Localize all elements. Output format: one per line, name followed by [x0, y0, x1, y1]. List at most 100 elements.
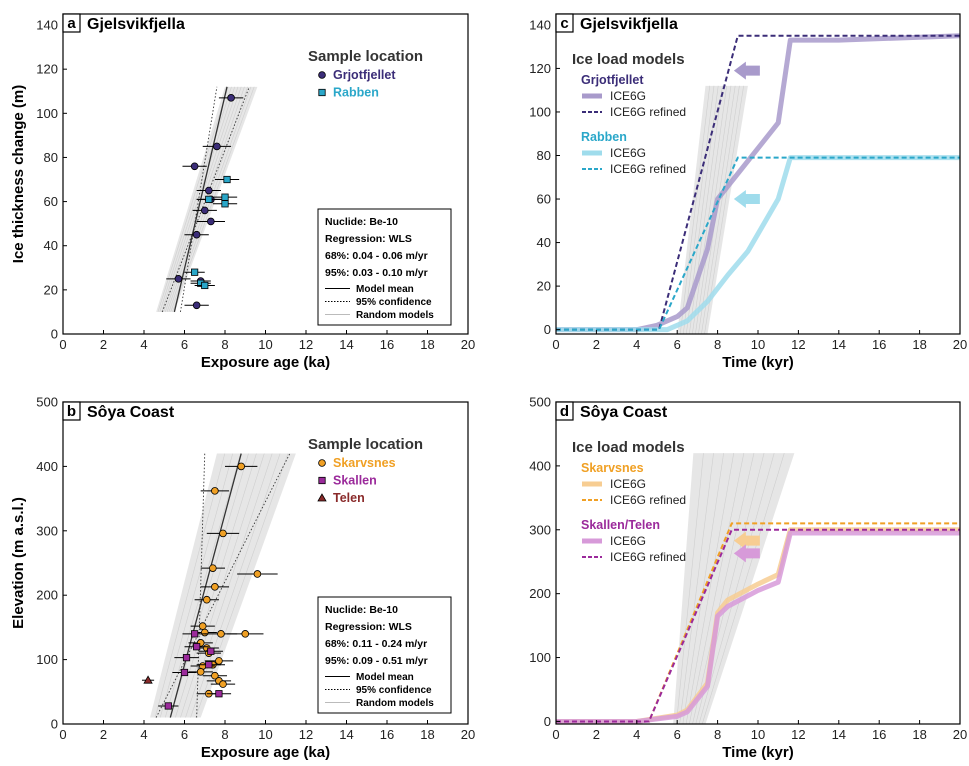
- panel-letter-box: [555, 13, 574, 33]
- y-tick-label: 100: [36, 652, 58, 667]
- x-tick-label: 14: [339, 337, 353, 352]
- legend-marker: [318, 71, 326, 79]
- y-tick-label: 400: [529, 458, 551, 473]
- legend-entry: Skallen: [333, 474, 377, 488]
- y-tick-label: 140: [36, 18, 58, 33]
- y-axis-label: Elevation (m a.s.l.): [10, 497, 27, 629]
- info-line: Nuclide: Be-10: [325, 216, 398, 228]
- legend-title: Sample location: [308, 48, 423, 65]
- info-legend-label: 95% confidence: [356, 685, 432, 696]
- data-point: [200, 206, 209, 215]
- x-tick-label: 8: [714, 337, 721, 352]
- data-point: [193, 643, 201, 651]
- panel-letter: c: [560, 15, 568, 32]
- x-axis-label: Exposure age (ka): [201, 744, 330, 761]
- info-legend-label: Model mean: [356, 284, 414, 295]
- legend-marker: [317, 493, 327, 502]
- model-shift-arrow: [733, 190, 760, 209]
- legend-marker: [318, 476, 326, 485]
- panel-title: Sôya Coast: [580, 404, 668, 421]
- y-tick-label: 80: [44, 150, 58, 165]
- y-tick-label: 0: [51, 717, 58, 732]
- x-tick-label: 6: [674, 727, 681, 742]
- x-tick-label: 10: [258, 727, 272, 742]
- data-point: [182, 654, 191, 662]
- random-model-line: [676, 453, 704, 724]
- x-tick-label: 0: [552, 337, 559, 352]
- x-tick-label: 20: [953, 727, 967, 742]
- y-tick-label: 0: [51, 327, 58, 342]
- data-point: [241, 630, 250, 638]
- random-model-line: [692, 85, 727, 334]
- legend-entry: Telen: [333, 491, 365, 505]
- panel-c: 0 2 4 6 8 10 12 14 16 18 20 0 20 40 60 80 100 120 140 Time …: [529, 13, 967, 371]
- y-tick-label: 500: [36, 395, 58, 410]
- x-tick-label: 2: [593, 337, 600, 352]
- data-point: [190, 162, 199, 171]
- model-shift-arrow: [733, 61, 760, 80]
- y-tick-label: 120: [36, 62, 58, 77]
- legend-title: Ice load models: [572, 439, 685, 456]
- plot-area: [141, 453, 296, 718]
- data-point: [192, 230, 201, 239]
- info-box: [317, 208, 452, 326]
- random-model-line: [679, 85, 711, 334]
- panel-letter-box: [62, 401, 81, 421]
- y-tick-label: 120: [529, 61, 551, 76]
- data-point: [207, 217, 215, 226]
- info-legend-label: Random models: [356, 698, 434, 709]
- data-point: [215, 690, 223, 698]
- data-point: [207, 647, 215, 655]
- random-model-line: [154, 453, 226, 718]
- x-tick-label: 2: [100, 337, 107, 352]
- legend-marker: [318, 459, 326, 467]
- y-tick-label: 100: [36, 106, 58, 121]
- panel-a: 0 2 4 6 8 10 12 14 16 18 20 0 20 40 60 80 100 120 140 Expos…: [10, 13, 475, 371]
- plot-area: [156, 86, 258, 313]
- data-point: [215, 657, 223, 665]
- legend-group-label: Skallen/Telen: [581, 518, 660, 532]
- plot-area: [556, 33, 960, 334]
- y-tick-label: 200: [36, 588, 58, 603]
- data-point: [211, 583, 219, 591]
- y-tick-label: 60: [44, 194, 58, 209]
- random-model-line: [701, 453, 785, 724]
- random-model-line: [159, 453, 233, 718]
- legend-entry-label: ICE6G: [610, 477, 646, 491]
- data-point: [205, 661, 213, 669]
- legend-group-label: Grjotfjellet: [581, 73, 644, 87]
- data-point: [174, 275, 183, 283]
- info-line: Regression: WLS: [325, 233, 412, 245]
- ice6g-refined-line: [556, 156, 960, 331]
- legend-entry-label: ICE6G refined: [610, 493, 686, 507]
- y-tick-label: 0: [544, 714, 551, 729]
- legend-entry-label: ICE6G: [610, 146, 646, 160]
- data-point: [209, 564, 217, 572]
- panel-letter-box: [555, 401, 574, 421]
- panel-letter: a: [67, 15, 76, 32]
- x-tick-label: 16: [872, 727, 886, 742]
- data-point: [202, 595, 211, 604]
- panel-title: Sôya Coast: [87, 404, 175, 421]
- x-tick-label: 20: [461, 727, 475, 742]
- x-tick-label: 10: [751, 337, 765, 352]
- legend-group-label: Rabben: [581, 130, 627, 144]
- y-tick-label: 20: [537, 279, 551, 294]
- random-model-line: [159, 86, 232, 313]
- x-tick-label: 8: [221, 727, 228, 742]
- y-tick-label: 400: [36, 459, 58, 474]
- x-tick-label: 2: [100, 727, 107, 742]
- data-point: [191, 630, 199, 638]
- data-point: [217, 630, 225, 638]
- random-model-line: [701, 85, 740, 334]
- plot-area: [556, 453, 960, 724]
- data-point: [180, 668, 189, 677]
- data-point: [205, 186, 213, 195]
- x-tick-label: 14: [832, 727, 846, 742]
- data-point: [200, 628, 209, 637]
- info-legend-label: 95% confidence: [356, 297, 432, 308]
- data-point: [201, 281, 209, 290]
- y-tick-label: 100: [529, 650, 551, 665]
